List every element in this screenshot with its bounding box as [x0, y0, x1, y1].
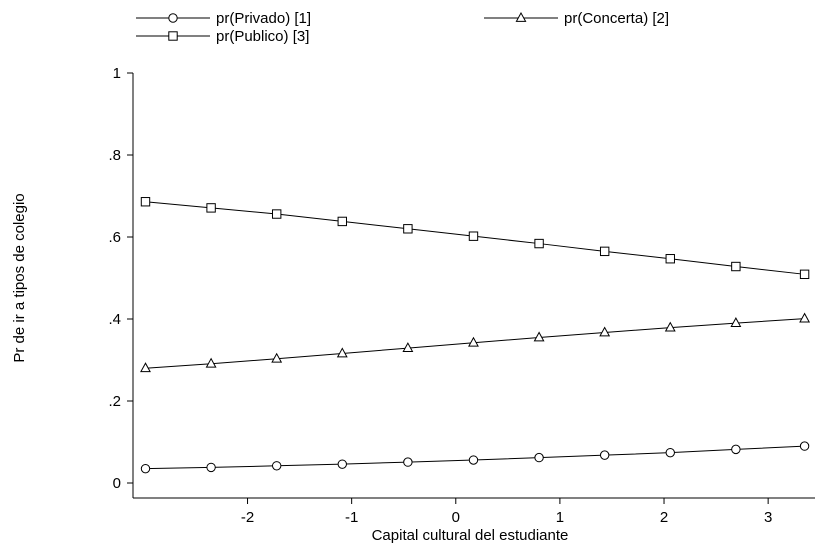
data-point	[140, 463, 151, 474]
x-tick-label: 1	[556, 509, 564, 526]
data-point	[468, 336, 479, 347]
data-point	[468, 231, 479, 241]
data-point	[271, 209, 282, 219]
y-axis-ticks: 0 .2 .4 .6 .8 1	[108, 65, 133, 492]
legend-label: pr(Privado) [1]	[216, 10, 311, 27]
data-point	[402, 342, 414, 353]
data-point	[599, 246, 610, 257]
y-axis-title: Pr de ir a tipos de colegio	[11, 193, 28, 362]
data-point	[337, 216, 347, 227]
y-tick-label: .8	[108, 147, 121, 164]
data-point	[140, 362, 151, 373]
legend: pr(Privado) [1] pr(Concerta) [2] pr(Public…	[136, 10, 669, 45]
y-tick-label: 0	[113, 475, 121, 492]
data-point	[403, 457, 413, 467]
data-point	[140, 197, 151, 207]
data-point	[599, 450, 610, 460]
data-point	[205, 357, 217, 368]
data-point	[271, 352, 283, 363]
data-point	[731, 444, 741, 455]
data-point	[664, 321, 676, 332]
series-square	[140, 197, 810, 280]
data-point	[534, 452, 544, 463]
data-point	[599, 326, 611, 337]
legend-item: pr(Privado) [1]	[136, 10, 311, 27]
data-point	[730, 317, 742, 327]
series-circle	[140, 441, 810, 474]
plot-area	[140, 197, 811, 474]
x-tick-label: 0	[452, 509, 460, 526]
data-point	[206, 462, 216, 473]
x-tick-label: 2	[660, 509, 668, 526]
data-point	[337, 459, 347, 469]
series-triangle	[140, 312, 811, 373]
x-tick-label: -1	[345, 509, 358, 526]
legend-item: pr(Publico) [3]	[136, 28, 309, 45]
legend-marker	[168, 31, 178, 41]
x-tick-label: -2	[241, 509, 254, 526]
legend-label: pr(Publico) [3]	[216, 28, 309, 45]
data-point	[665, 254, 675, 264]
data-point	[799, 441, 810, 451]
x-axis-title: Capital cultural del estudiante	[372, 527, 569, 544]
legend-marker	[515, 11, 527, 22]
data-point	[665, 447, 675, 458]
x-axis-ticks: -2 -1 0 1 2 3	[241, 498, 772, 526]
y-tick-label: .4	[108, 311, 121, 328]
data-point	[468, 455, 479, 465]
x-tick-label: 3	[764, 509, 772, 526]
data-point	[533, 331, 545, 342]
data-point	[403, 224, 413, 234]
data-point	[271, 461, 282, 471]
y-tick-label: 1	[113, 65, 121, 82]
data-point	[206, 203, 216, 213]
y-tick-label: .2	[108, 393, 121, 410]
data-point	[799, 269, 810, 280]
data-point	[534, 238, 544, 249]
y-tick-label: .6	[108, 229, 121, 246]
legend-item: pr(Concerta) [2]	[484, 10, 669, 27]
data-point	[336, 347, 348, 358]
data-point	[799, 312, 811, 323]
data-point	[731, 261, 741, 272]
legend-marker	[168, 13, 178, 23]
legend-label: pr(Concerta) [2]	[564, 10, 669, 27]
